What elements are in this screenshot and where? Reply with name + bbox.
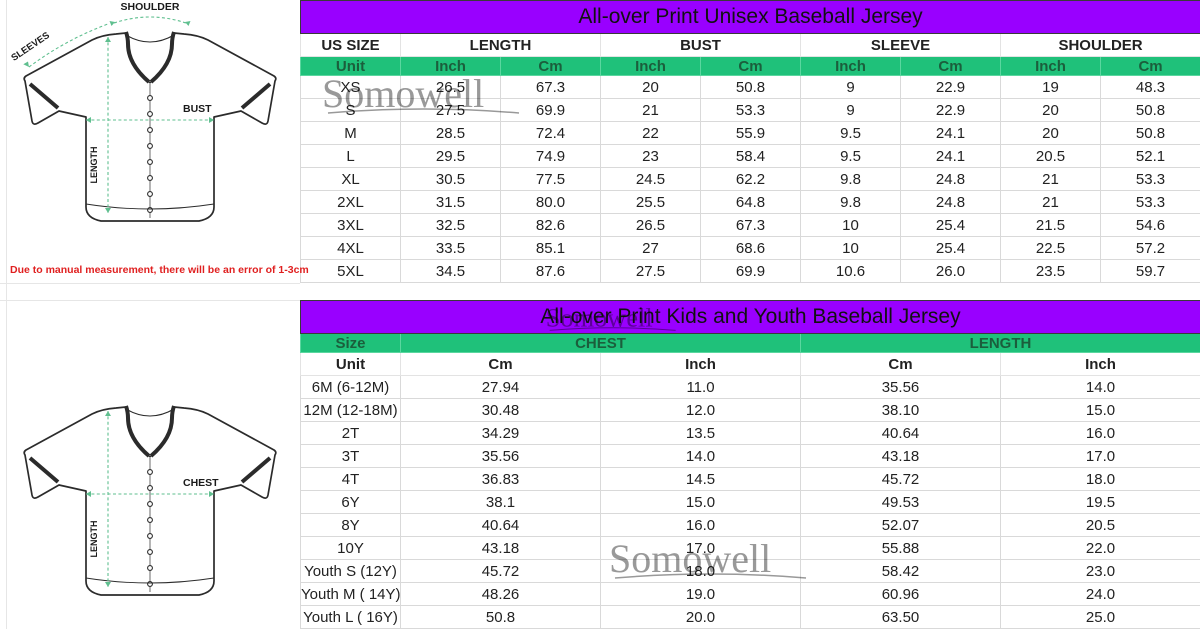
svg-text:CHEST: CHEST [183,477,219,489]
svg-text:SHOULDER: SHOULDER [121,1,180,13]
svg-text:SLEEVES: SLEEVES [9,30,51,64]
svg-text:BUST: BUST [183,103,212,115]
